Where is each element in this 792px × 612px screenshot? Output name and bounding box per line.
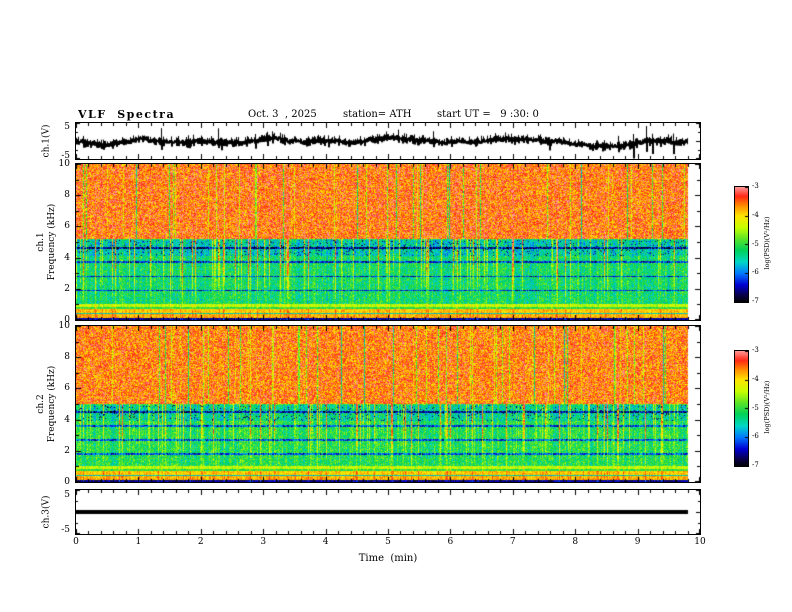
panel-ch2-spectrogram xyxy=(75,325,701,483)
x-tick-label: 3 xyxy=(260,537,267,547)
colorbar1-tick-label: -3 xyxy=(752,182,759,190)
colorbar2-tick-label: -5 xyxy=(752,403,759,412)
colorbar2-tick-label: -4 xyxy=(752,374,759,383)
x-tick-label: 8 xyxy=(572,537,579,547)
colorbar-ch2-label: log(PSD)(V²/Hz) xyxy=(763,380,772,434)
colorbar1-tick-label: -4 xyxy=(752,210,759,219)
ch2-spectrogram-ylabel-line1: ch.2 xyxy=(36,394,47,414)
ch1-waveform-ylabel-text: ch.1(V) xyxy=(41,124,52,158)
spec1-y-tick-label: 2 xyxy=(64,283,70,294)
colorbar1-tick-label: -6 xyxy=(752,268,759,277)
spec2-y-tick-label: 6 xyxy=(64,383,70,394)
date-label: Oct. 3 , 2025 xyxy=(248,109,317,120)
spec2-y-tick-label: 0 xyxy=(64,477,70,487)
wave1-y-tick-label: -5 xyxy=(61,151,70,161)
ch3-waveform-ylabel: ch.3(V) xyxy=(42,496,53,529)
x-tick-label: 7 xyxy=(509,537,516,547)
spec1-y-tick-label: 8 xyxy=(64,190,70,201)
colorbar-ch1-label-text: log(PSD)(V²/Hz) xyxy=(763,216,772,270)
wave3-y-tick-label: 5 xyxy=(64,490,70,500)
x-tick-label: 9 xyxy=(634,537,641,547)
x-tick-label: 6 xyxy=(447,537,454,547)
colorbar2-tick-label: -3 xyxy=(752,346,759,354)
x-tick-label: 1 xyxy=(135,537,142,547)
colorbar2-tick-label: -7 xyxy=(752,461,759,469)
ch3-waveform-canvas xyxy=(76,490,700,534)
ch1-waveform-canvas xyxy=(76,123,700,159)
colorbar2-tick-label: -6 xyxy=(752,432,759,441)
ch3-waveform-ylabel-text: ch.3(V) xyxy=(41,495,52,529)
spec1-y-tick-label: 4 xyxy=(64,252,70,263)
colorbar-ch1-label: log(PSD)(V²/Hz) xyxy=(763,216,772,270)
colorbar-ch2-label-text: log(PSD)(V²/Hz) xyxy=(763,380,772,434)
x-tick-label: 10 xyxy=(694,537,706,547)
station-label: station= ATH xyxy=(343,109,412,120)
wave3-y-tick-label: -5 xyxy=(61,525,70,535)
x-axis-title: Time (min) xyxy=(358,553,418,564)
ch1-spectrogram-ylabel: ch.1 Frequency (kHz) xyxy=(36,204,58,281)
panel-ch3-waveform xyxy=(75,489,701,535)
plot-title: VLF Spectra xyxy=(78,108,176,121)
spec1-y-tick-label: 6 xyxy=(64,221,70,232)
spec2-y-tick-label: 10 xyxy=(58,321,70,331)
ch1-spectrogram-canvas xyxy=(76,164,700,320)
ch1-waveform-ylabel: ch.1(V) xyxy=(42,125,53,158)
colorbar-ch2-canvas xyxy=(735,351,748,466)
colorbar-ch2 xyxy=(734,350,749,467)
spec2-y-tick-label: 2 xyxy=(64,445,70,456)
colorbar-ch1-canvas xyxy=(735,187,748,302)
start-ut-label: start UT = 9 :30: 0 xyxy=(437,109,539,120)
spec1-y-tick-label: 10 xyxy=(58,159,70,169)
ch2-spectrogram-ylabel: ch.2 Frequency (kHz) xyxy=(36,366,58,443)
ch2-spectrogram-ylabel-line2: Frequency (kHz) xyxy=(47,365,57,443)
x-tick-label: 4 xyxy=(322,537,329,547)
ch1-spectrogram-ylabel-line2: Frequency (kHz) xyxy=(47,203,57,281)
x-tick-label: 0 xyxy=(73,537,79,547)
spec2-y-tick-label: 4 xyxy=(64,414,70,425)
wave1-y-tick-label: 5 xyxy=(64,122,70,132)
ch1-spectrogram-ylabel-line1: ch.1 xyxy=(36,232,47,252)
ch2-spectrogram-canvas xyxy=(76,326,700,482)
panel-ch1-waveform xyxy=(75,122,701,160)
spec1-y-tick-label: 0 xyxy=(64,315,70,325)
colorbar-ch1 xyxy=(734,186,749,303)
panel-ch1-spectrogram xyxy=(75,163,701,321)
x-tick-label: 5 xyxy=(385,537,391,547)
colorbar1-tick-label: -5 xyxy=(752,239,759,248)
colorbar1-tick-label: -7 xyxy=(752,297,759,305)
spec2-y-tick-label: 8 xyxy=(64,352,70,363)
x-tick-label: 2 xyxy=(197,537,204,547)
